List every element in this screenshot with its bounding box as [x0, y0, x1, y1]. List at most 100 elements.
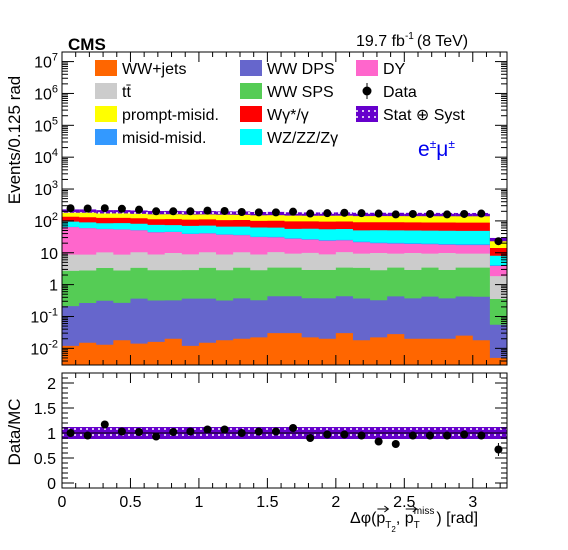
- ratio-point: [117, 427, 126, 436]
- y-tick-label: 104: [34, 147, 58, 167]
- y-tick-label: 105: [34, 115, 58, 135]
- data-point: [169, 207, 178, 216]
- lumi-exponent: -1: [405, 31, 414, 42]
- ratio-data-points: [66, 420, 503, 456]
- legend-entry-misid-misid-: misid-misid.: [95, 129, 206, 147]
- legend-swatch: [95, 60, 117, 76]
- y-tick-label: 10: [40, 246, 58, 263]
- xlabel-sub-t: T: [385, 520, 391, 531]
- channel-mu: μ: [436, 138, 448, 161]
- legend-entry-dy: DY: [356, 60, 406, 78]
- data-point: [152, 207, 161, 216]
- xlabel-suffix: ) [rad]: [436, 510, 478, 527]
- channel-pm2: ±: [448, 137, 455, 151]
- legend-label: WW SPS: [267, 84, 334, 101]
- legend-label: prompt-misid.: [122, 107, 219, 124]
- experiment-label: CMS: [68, 35, 106, 54]
- legend-entry-prompt-misid-: prompt-misid.: [95, 106, 219, 124]
- ratio-point: [494, 445, 503, 454]
- energy-label: (8 TeV): [417, 33, 468, 50]
- ratio-point: [340, 430, 349, 439]
- xlabel-p1: p: [376, 510, 385, 527]
- data-point: [289, 207, 298, 216]
- data-point: [425, 209, 434, 218]
- data-point: [220, 206, 229, 215]
- data-point: [66, 204, 75, 213]
- x-tick-label: 2.5: [393, 494, 415, 511]
- ratio-point: [460, 430, 469, 439]
- legend-entry-data: Data: [362, 83, 417, 101]
- ratio-y-tick-label: 1: [47, 426, 56, 443]
- legend-label: DY: [383, 61, 406, 78]
- ratio-point: [203, 425, 212, 434]
- data-point: [494, 237, 503, 246]
- ratio-point: [135, 428, 144, 436]
- lumi-value: 19.7 fb: [356, 33, 405, 50]
- xlabel-sub-2: 2: [391, 525, 396, 534]
- ratio-point: [477, 431, 486, 440]
- legend-entry-stat-syst: Stat ⊕ Syst: [356, 106, 465, 124]
- y-tick-label: 10-1: [30, 306, 58, 326]
- data-point: [203, 206, 212, 215]
- legend-label: WW DPS: [267, 61, 335, 78]
- data-point: [477, 209, 486, 218]
- legend-swatch: [95, 83, 117, 99]
- ratio-y-tick-label: 2: [47, 376, 56, 393]
- ratio-y-axis-title: Data/MC: [5, 398, 24, 465]
- vector-arrowhead-1: [384, 505, 390, 513]
- main-y-axis: 10-2 10-1 1 10 102 103 104 105 106 107: [30, 51, 507, 366]
- legend-swatch-hatch: [356, 106, 378, 122]
- data-point: [135, 205, 144, 214]
- x-tick-label: 1: [194, 494, 203, 511]
- ratio-point: [271, 427, 280, 436]
- ratio-plot-frame: [61, 372, 508, 489]
- y-tick-label: 107: [34, 52, 58, 72]
- xlabel-prefix: Δφ(: [350, 510, 377, 527]
- legend-label: Data: [383, 84, 417, 101]
- legend-entry-ww-jets: WW+jets: [95, 60, 186, 78]
- data-point: [408, 209, 417, 218]
- ratio-y-axis: 0 0.5 1 1.5 2: [34, 372, 507, 493]
- data-point: [117, 204, 126, 213]
- ratio-point: [408, 431, 417, 440]
- legend-swatch: [356, 60, 378, 76]
- legend-swatch: [95, 106, 117, 122]
- data-point: [443, 210, 452, 219]
- ratio-point: [289, 424, 298, 432]
- ratio-point: [83, 431, 92, 440]
- data-point: [254, 208, 263, 217]
- data-point: [237, 208, 246, 217]
- legend-label: WW+jets: [122, 61, 186, 78]
- data-point: [306, 209, 315, 218]
- legend: WW+jets WW DPS DY tt̄ WW SPS Data prompt-misid…: [95, 60, 465, 147]
- ratio-point: [374, 437, 383, 446]
- ratio-y-tick-label: 0.5: [34, 451, 56, 468]
- data-point: [340, 208, 349, 217]
- data-point: [271, 208, 280, 217]
- legend-label: WZ/ZZ/Zγ: [267, 130, 338, 147]
- xlabel-sup-miss: miss: [414, 506, 435, 517]
- data-point: [357, 209, 366, 218]
- ratio-point: [357, 431, 366, 440]
- xlabel-sep: ,: [396, 510, 405, 527]
- legend-entry-wz-zz-z-: WZ/ZZ/Zγ: [240, 129, 338, 147]
- data-point: [323, 209, 332, 218]
- ratio-x-axis: 0 0.5 1 1.5 2 2.5 3: [58, 373, 501, 511]
- legend-marker: [362, 86, 372, 96]
- ratio-point: [425, 431, 434, 440]
- legend-entry-ww-dps: WW DPS: [240, 60, 335, 78]
- x-axis-title: Δφ(pT2, pTmiss) [rad]: [350, 506, 478, 534]
- ratio-point: [152, 432, 161, 441]
- xlabel-sub-t2: T: [414, 520, 420, 531]
- x-tick-label: 0.5: [119, 494, 141, 511]
- legend-label: Wγ*/γ: [267, 107, 309, 124]
- data-points-top: [66, 204, 503, 246]
- legend-swatch: [240, 106, 262, 122]
- legend-label: Stat ⊕ Syst: [383, 107, 465, 124]
- data-point: [186, 207, 195, 216]
- channel-label: e±μ±: [418, 137, 455, 161]
- ratio-point: [237, 429, 246, 437]
- legend-entry-w-: Wγ*/γ: [240, 106, 309, 124]
